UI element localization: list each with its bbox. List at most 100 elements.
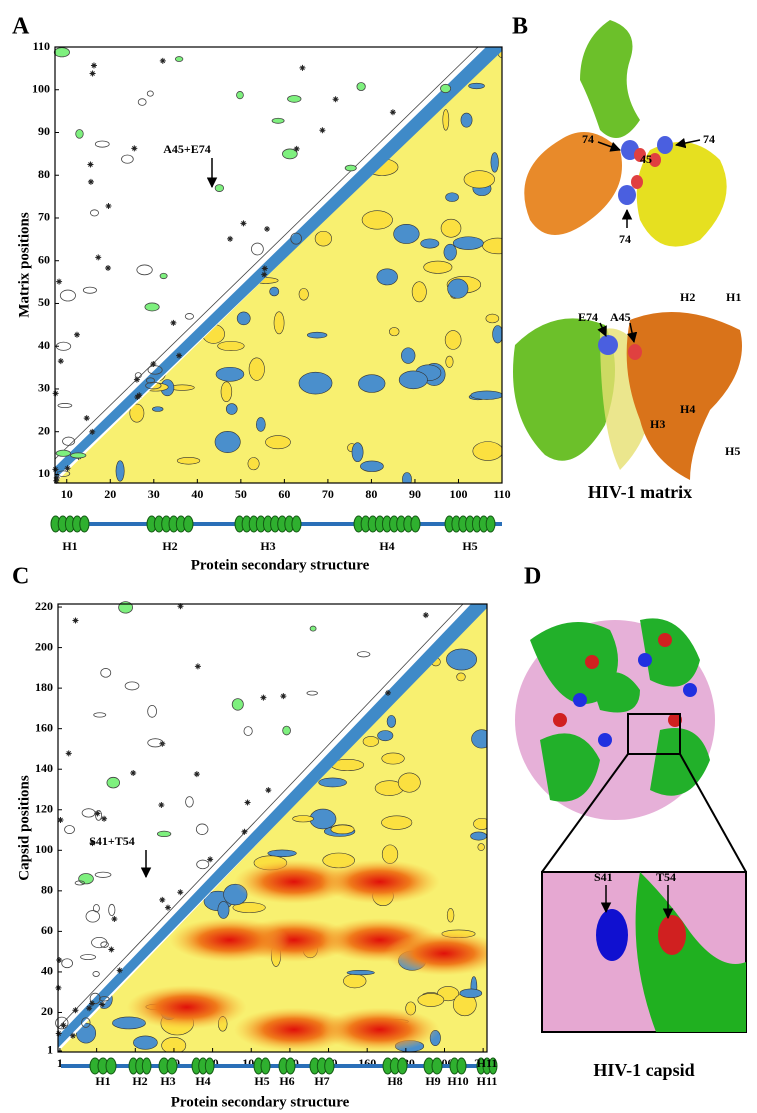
contour-region xyxy=(214,81,236,92)
coupling-star xyxy=(389,109,396,116)
coupling-star xyxy=(332,96,339,103)
x-tick-label: 50 xyxy=(235,487,247,501)
y-tick-label: 60 xyxy=(41,923,53,937)
coupling-contour xyxy=(98,996,110,1002)
helix-label: H1 xyxy=(95,1074,110,1088)
coupling-star xyxy=(55,1030,62,1037)
contour-region xyxy=(128,914,136,935)
y-tick-label: 30 xyxy=(38,381,50,395)
coupling-contour xyxy=(356,651,371,658)
contour-region xyxy=(470,831,487,841)
coupling-star xyxy=(83,415,90,422)
contour-region xyxy=(471,729,487,749)
residue-label: A45 xyxy=(610,310,631,324)
y-tick-label: 90 xyxy=(38,124,50,138)
coupling-star xyxy=(241,828,248,835)
coupling-star xyxy=(60,1022,67,1029)
contour-region xyxy=(355,648,381,666)
coupling-contour xyxy=(145,381,162,390)
contour-region xyxy=(165,818,180,827)
coupling-contour xyxy=(64,825,75,834)
coupling-contour xyxy=(144,302,160,312)
contour-region xyxy=(348,689,369,695)
contour-region xyxy=(72,766,94,777)
coupling-contour xyxy=(282,148,298,160)
contour-region xyxy=(208,722,239,741)
coupling-star xyxy=(207,856,214,863)
x-tick-label: 90 xyxy=(409,487,421,501)
contour-region xyxy=(442,109,450,131)
panel-label: D xyxy=(524,564,541,590)
contour-region xyxy=(58,786,86,809)
helix-coil xyxy=(410,515,421,533)
coupling-star xyxy=(261,271,268,278)
contour-region xyxy=(234,72,269,88)
coupling-contour xyxy=(55,1016,69,1030)
contour-region xyxy=(343,680,368,706)
contour-region xyxy=(358,374,386,393)
coupling-star xyxy=(159,57,166,64)
contour-region xyxy=(314,702,344,714)
coupling-contour xyxy=(147,738,164,748)
contour-region xyxy=(55,197,70,211)
contour-region xyxy=(459,988,483,998)
coupling-star xyxy=(194,663,201,670)
coupling-contour xyxy=(92,904,100,913)
contour-region xyxy=(255,663,281,674)
coupling-star xyxy=(56,957,63,964)
contour-region xyxy=(247,457,260,471)
contour-region xyxy=(447,278,469,299)
coupling-star xyxy=(90,62,97,69)
coupling-contour xyxy=(82,286,97,294)
contour-region xyxy=(492,325,502,344)
contour-region xyxy=(193,694,204,718)
y-tick-label: 50 xyxy=(38,295,50,309)
contour-region xyxy=(99,88,131,110)
contour-region xyxy=(207,188,217,212)
coupling-contour xyxy=(92,971,100,977)
y-tick-label: 80 xyxy=(41,883,53,897)
helix-label: H1 xyxy=(62,539,77,553)
y-axis-label: Capsid positions xyxy=(16,775,32,881)
helix-label: H2 xyxy=(162,539,177,553)
contour-region xyxy=(460,112,473,128)
diagonal-band xyxy=(58,604,487,1048)
contour-region xyxy=(376,268,398,286)
coupling-contour xyxy=(91,936,108,949)
coupling-star xyxy=(105,203,112,210)
coupling-star xyxy=(176,352,183,359)
panel-label: B xyxy=(512,14,528,40)
contour-region xyxy=(306,331,328,339)
contour-region xyxy=(60,966,76,987)
contour-region xyxy=(133,1035,158,1050)
contour-region xyxy=(221,627,249,644)
coupling-contour xyxy=(118,601,134,614)
coupling-contour xyxy=(147,705,157,718)
helix-coil xyxy=(141,1057,152,1075)
contour-region xyxy=(141,312,152,323)
contour-region xyxy=(446,648,477,671)
contour-region xyxy=(386,715,397,728)
coupling-star xyxy=(72,1007,79,1014)
contour-region xyxy=(142,309,174,333)
coupling-contour xyxy=(159,272,168,280)
helix-label: H2 xyxy=(680,290,695,304)
contour-region xyxy=(129,403,145,423)
coupling-star xyxy=(89,840,96,847)
contour-region xyxy=(116,725,132,747)
coupling-contour xyxy=(61,958,73,969)
y-tick-label: 60 xyxy=(38,252,50,266)
contour-region xyxy=(225,728,250,746)
coupling-contour xyxy=(282,725,291,736)
panel-label: A xyxy=(12,14,30,40)
helix-coil xyxy=(485,515,496,533)
x-tick-label: 10 xyxy=(61,487,73,501)
contour-region xyxy=(276,58,294,67)
contour-region xyxy=(343,47,352,55)
coupling-contour xyxy=(80,954,97,961)
contour-region xyxy=(201,828,228,851)
coupling-contour xyxy=(124,681,140,691)
x-tick-label: 60 xyxy=(278,487,290,501)
contour-region xyxy=(176,456,201,465)
helix-label: H4 xyxy=(680,402,695,416)
